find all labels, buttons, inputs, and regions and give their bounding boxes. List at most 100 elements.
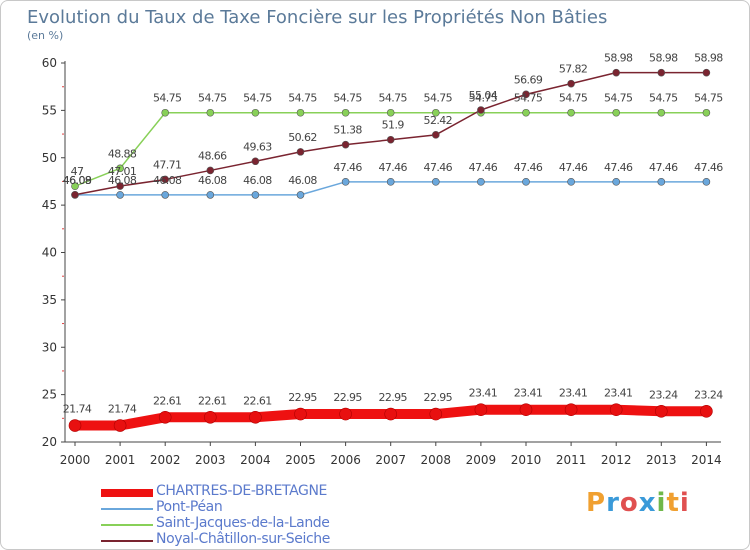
legend-item-noyal-chatillon: Noyal-Châtillon-sur-Seiche: [101, 531, 441, 549]
data-point-saint-jacques: [161, 108, 169, 117]
legend-item-chartres-de-bretagne: CHARTRES-DE-BRETAGNE: [101, 483, 441, 501]
data-label-pont-pean: 46.08: [153, 174, 182, 187]
data-point-noyal-chatillon: [341, 140, 350, 149]
data-label-noyal-chatillon: 50.62: [288, 131, 317, 144]
data-point-chartres-de-bretagne: [700, 405, 713, 418]
x-tick-label: 2007: [375, 453, 406, 467]
data-label-saint-jacques: 47: [71, 165, 84, 178]
data-label-chartres-de-bretagne: 22.95: [378, 391, 407, 404]
data-label-noyal-chatillon: 48.66: [198, 149, 227, 162]
data-label-pont-pean: 47.46: [424, 161, 453, 174]
data-label-chartres-de-bretagne: 22.95: [333, 391, 362, 404]
x-tick-label: 2003: [195, 453, 226, 467]
x-tick-label: 2012: [601, 453, 632, 467]
chart-title: Evolution du Taux de Taxe Foncière sur l…: [27, 7, 608, 28]
data-label-pont-pean: 47.46: [604, 161, 633, 174]
x-tick-label: 2011: [556, 453, 587, 467]
data-point-pont-pean: [161, 191, 169, 199]
data-point-chartres-de-bretagne: [294, 407, 307, 421]
data-point-noyal-chatillon: [477, 106, 485, 114]
data-label-saint-jacques: 54.75: [469, 92, 498, 105]
data-label-chartres-de-bretagne: 22.95: [424, 391, 453, 404]
data-point-noyal-chatillon: [431, 131, 440, 139]
data-point-noyal-chatillon: [71, 190, 79, 199]
y-tick-label: 25: [42, 388, 57, 402]
data-label-noyal-chatillon: 51.38: [333, 124, 362, 137]
data-label-chartres-de-bretagne: 21.74: [108, 403, 137, 416]
data-label-noyal-chatillon: 52.42: [424, 114, 453, 127]
data-point-chartres-de-bretagne: [204, 410, 217, 424]
data-point-pont-pean: [116, 191, 124, 199]
data-point-saint-jacques: [522, 108, 530, 117]
data-point-noyal-chatillon: [116, 182, 124, 190]
data-label-pont-pean: 46.08: [198, 174, 227, 187]
data-label-pont-pean: 47.46: [333, 161, 362, 174]
data-label-noyal-chatillon: 58.98: [694, 52, 723, 65]
data-point-chartres-de-bretagne: [654, 405, 668, 418]
data-label-saint-jacques: 54.75: [378, 92, 407, 105]
data-point-chartres-de-bretagne: [249, 410, 262, 424]
data-point-chartres-de-bretagne: [429, 407, 443, 421]
data-point-saint-jacques: [431, 108, 440, 117]
x-tick-label: 2014: [691, 453, 722, 467]
data-label-noyal-chatillon: 47.01: [108, 165, 137, 178]
legend-item-saint-jacques: Saint-Jacques-de-la-Lande: [101, 515, 441, 533]
data-point-pont-pean: [612, 178, 621, 186]
y-tick-label: 30: [42, 340, 57, 354]
data-point-saint-jacques: [702, 108, 711, 117]
data-point-pont-pean: [206, 191, 215, 199]
data-label-saint-jacques: 54.75: [559, 92, 588, 105]
data-label-noyal-chatillon: 58.98: [604, 52, 633, 65]
legend-item-pont-pean: Pont-Péan: [101, 499, 441, 517]
data-point-saint-jacques: [116, 164, 124, 173]
data-label-saint-jacques: 48.88: [108, 147, 137, 160]
data-point-noyal-chatillon: [386, 135, 395, 144]
data-point-saint-jacques: [296, 108, 305, 117]
data-label-pont-pean: 47.46: [694, 161, 723, 174]
data-point-pont-pean: [522, 178, 530, 186]
data-label-chartres-de-bretagne: 21.74: [63, 403, 92, 416]
data-point-noyal-chatillon: [702, 68, 711, 77]
data-point-noyal-chatillon: [522, 90, 530, 99]
data-point-saint-jacques: [251, 108, 260, 117]
x-tick-label: 2010: [511, 453, 542, 467]
data-label-pont-pean: 47.46: [649, 161, 678, 174]
x-tick-label: 2006: [330, 453, 361, 467]
data-label-saint-jacques: 54.75: [333, 92, 362, 105]
data-point-noyal-chatillon: [567, 79, 575, 88]
data-label-saint-jacques: 54.75: [198, 92, 227, 105]
data-point-saint-jacques: [386, 108, 395, 117]
data-point-saint-jacques: [567, 108, 575, 117]
data-point-pont-pean: [477, 178, 485, 186]
y-tick-label: 40: [42, 246, 57, 260]
y-tick-label: 55: [42, 103, 57, 117]
data-point-pont-pean: [567, 178, 575, 186]
data-label-chartres-de-bretagne: 22.61: [198, 394, 227, 407]
data-point-pont-pean: [657, 178, 666, 186]
legend-label: CHARTRES-DE-BRETAGNE: [156, 483, 327, 499]
data-point-pont-pean: [296, 191, 305, 199]
data-point-noyal-chatillon: [657, 68, 666, 77]
legend-label: Saint-Jacques-de-la-Lande: [156, 515, 330, 531]
data-point-chartres-de-bretagne: [339, 407, 352, 421]
data-point-chartres-de-bretagne: [113, 419, 127, 432]
y-tick-label: 20: [42, 435, 57, 449]
data-point-chartres-de-bretagne: [474, 403, 488, 416]
data-label-noyal-chatillon: 57.82: [559, 63, 588, 76]
legend-swatch: [101, 524, 153, 526]
legend-label: Pont-Péan: [156, 499, 223, 515]
legend-swatch: [101, 489, 153, 497]
data-label-noyal-chatillon: 49.63: [243, 140, 272, 153]
x-tick-label: 2000: [60, 453, 91, 467]
data-label-pont-pean: 47.46: [514, 161, 543, 174]
data-point-saint-jacques: [206, 108, 215, 117]
data-label-noyal-chatillon: 47.71: [153, 158, 182, 171]
data-label-noyal-chatillon: 58.98: [649, 52, 678, 65]
legend-label: Noyal-Châtillon-sur-Seiche: [156, 531, 330, 547]
data-label-noyal-chatillon: 56.69: [514, 73, 543, 86]
data-label-pont-pean: 46.08: [63, 174, 92, 187]
data-label-chartres-de-bretagne: 23.24: [694, 388, 723, 401]
data-label-noyal-chatillon: 55.04: [469, 89, 498, 102]
data-point-chartres-de-bretagne: [158, 410, 172, 424]
data-label-pont-pean: 47.46: [469, 161, 498, 174]
